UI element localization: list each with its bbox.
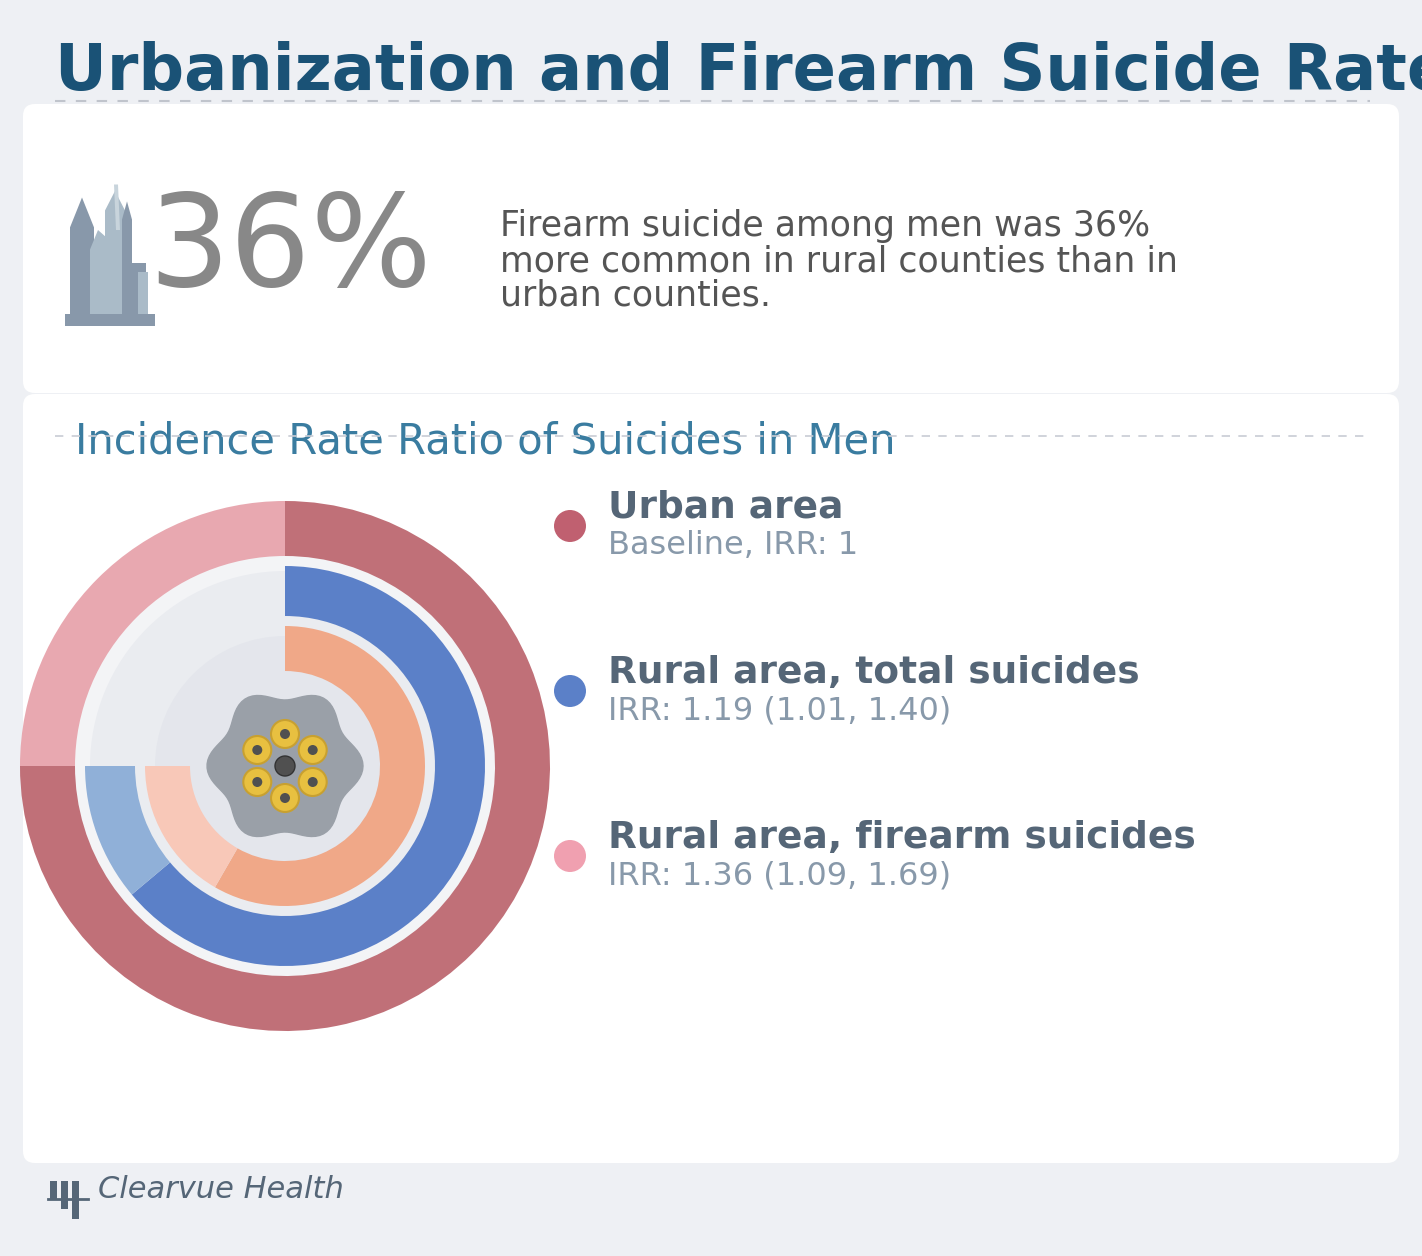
Text: Rural area, total suicides: Rural area, total suicides (609, 654, 1139, 691)
Polygon shape (90, 230, 119, 322)
Text: Firearm suicide among men was 36%: Firearm suicide among men was 36% (501, 208, 1150, 242)
FancyBboxPatch shape (23, 104, 1399, 393)
Text: Urban area: Urban area (609, 490, 843, 526)
Circle shape (274, 756, 294, 776)
Bar (128, 263, 146, 322)
Circle shape (243, 736, 272, 764)
Text: 36%: 36% (148, 188, 432, 314)
Polygon shape (208, 696, 363, 836)
Wedge shape (145, 766, 237, 887)
Circle shape (555, 674, 586, 707)
Text: IRR: 1.36 (1.09, 1.69): IRR: 1.36 (1.09, 1.69) (609, 860, 951, 892)
Circle shape (272, 784, 299, 811)
Wedge shape (132, 566, 485, 966)
Text: urban counties.: urban counties. (501, 279, 771, 313)
Circle shape (299, 767, 327, 796)
Text: Baseline, IRR: 1: Baseline, IRR: 1 (609, 530, 859, 561)
Circle shape (555, 840, 586, 872)
Circle shape (555, 510, 586, 543)
Circle shape (243, 767, 272, 796)
Text: IRR: 1.19 (1.01, 1.40): IRR: 1.19 (1.01, 1.40) (609, 696, 951, 726)
Bar (65, 314, 155, 327)
Polygon shape (105, 191, 125, 322)
Text: more common in rural counties than in: more common in rural counties than in (501, 244, 1177, 278)
Circle shape (280, 793, 290, 803)
Wedge shape (20, 501, 284, 766)
Bar (50, 1181, 57, 1199)
Wedge shape (85, 766, 171, 894)
Bar (61, 1181, 68, 1210)
Bar (73, 1181, 80, 1220)
Wedge shape (20, 501, 550, 1031)
Circle shape (299, 736, 327, 764)
Text: Rural area, firearm suicides: Rural area, firearm suicides (609, 820, 1196, 857)
Circle shape (272, 720, 299, 749)
Circle shape (155, 636, 415, 896)
Circle shape (307, 777, 317, 788)
Circle shape (26, 506, 545, 1026)
Text: Clearvue Health: Clearvue Health (98, 1174, 344, 1203)
Text: Urbanization and Firearm Suicide Rates: Urbanization and Firearm Suicide Rates (55, 41, 1422, 103)
Circle shape (252, 745, 262, 755)
Polygon shape (122, 201, 132, 322)
Polygon shape (70, 197, 94, 322)
Text: Incidence Rate Ratio of Suicides in Men: Incidence Rate Ratio of Suicides in Men (75, 421, 896, 463)
FancyBboxPatch shape (23, 394, 1399, 1163)
Wedge shape (215, 625, 425, 906)
Bar (138, 271, 148, 322)
Circle shape (252, 777, 262, 788)
Circle shape (90, 571, 481, 961)
Polygon shape (114, 185, 119, 230)
Circle shape (307, 745, 317, 755)
Circle shape (280, 728, 290, 739)
